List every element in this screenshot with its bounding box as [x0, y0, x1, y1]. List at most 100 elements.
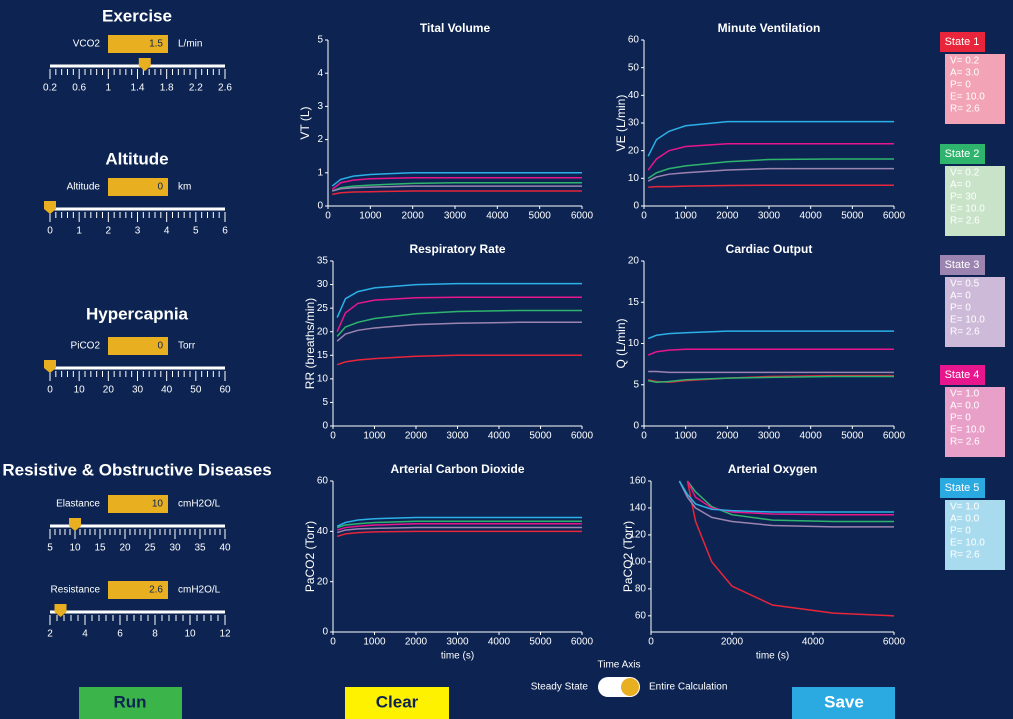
- x-tick-label: 6000: [883, 637, 906, 648]
- y-tick-label: 60: [628, 35, 640, 46]
- slider-thumb[interactable]: [69, 518, 81, 531]
- series-line: [647, 330, 894, 340]
- value-box[interactable]: [108, 35, 168, 53]
- state-line: A= 0: [950, 291, 971, 302]
- state-label: State 1: [945, 36, 980, 48]
- series-line: [336, 296, 582, 333]
- slider-thumb[interactable]: [138, 58, 151, 71]
- value-box[interactable]: [108, 495, 168, 513]
- state-label: State 3: [945, 259, 980, 271]
- x-tick-label: 2000: [405, 637, 428, 648]
- value-text: 1.5: [149, 39, 163, 50]
- series-line: [336, 523, 582, 531]
- slider-tick-label: 6: [222, 226, 228, 237]
- slider-tick-label: 35: [194, 543, 206, 554]
- series-line: [332, 190, 582, 196]
- unit-label: km: [178, 182, 191, 193]
- state-line: R= 2.6: [950, 104, 980, 115]
- state-line: P= 0: [950, 526, 971, 537]
- state-line: A= 0: [950, 180, 971, 191]
- y-tick-label: 4: [317, 68, 323, 79]
- series-line: [332, 185, 582, 192]
- x-tick-label: 1000: [359, 211, 382, 222]
- slider-tick-label: 20: [119, 543, 131, 554]
- section-title: Resistive & Obstructive Diseases: [2, 460, 271, 479]
- section-title: Hypercapnia: [86, 304, 189, 323]
- slider-label: PiCO2: [71, 341, 101, 352]
- run-button[interactable]: [79, 687, 182, 719]
- toggle-right: Entire Calculation: [649, 682, 727, 693]
- value-box[interactable]: [108, 581, 168, 599]
- state-line: E= 10.0: [950, 315, 985, 326]
- state-tab[interactable]: [940, 365, 985, 385]
- series-line: [336, 516, 582, 527]
- series-line: [648, 184, 894, 188]
- state-line: E= 10.0: [950, 425, 985, 436]
- slider-tick-label: 1.8: [160, 83, 174, 94]
- toggle-title: Time Axis: [598, 660, 641, 671]
- y-tick-label: 60: [635, 610, 647, 621]
- y-tick-label: 0: [633, 201, 639, 212]
- y-tick-label: 50: [628, 62, 640, 73]
- slider-label: Elastance: [56, 499, 100, 510]
- x-tick-label: 3000: [444, 211, 467, 222]
- slider-tick-label: 2: [106, 226, 112, 237]
- y-tick-label: 10: [628, 338, 640, 349]
- y-tick-label: 35: [317, 256, 329, 267]
- x-tick-label: 5000: [841, 431, 864, 442]
- value-box[interactable]: [108, 337, 168, 355]
- slider-tick-label: 15: [94, 543, 106, 554]
- slider-tick-label: 2.2: [189, 83, 203, 94]
- state-tab[interactable]: [940, 144, 985, 164]
- y-tick-label: 20: [628, 256, 640, 267]
- state-line: R= 2.6: [950, 550, 980, 561]
- value-box[interactable]: [108, 178, 168, 196]
- slider-tick-label: 3: [135, 226, 141, 237]
- state-tab[interactable]: [940, 478, 985, 498]
- y-tick-label: 0: [317, 201, 323, 212]
- state-tab[interactable]: [940, 32, 985, 52]
- state-line: E= 10.0: [950, 204, 985, 215]
- x-tick-label: 1000: [675, 211, 698, 222]
- unit-label: Torr: [178, 341, 196, 352]
- slider-tick-label: 8: [152, 629, 158, 640]
- y-tick-label: 20: [317, 576, 329, 587]
- toggle-knob[interactable]: [621, 678, 639, 696]
- series-line: [331, 177, 582, 190]
- unit-label: cmH2O/L: [178, 585, 221, 596]
- slider-tick-label: 25: [144, 543, 156, 554]
- x-tick-label: 2000: [402, 211, 425, 222]
- slider-tick-label: 12: [219, 629, 231, 640]
- x-tick-label: 0: [325, 211, 331, 222]
- x-tick-label: 4000: [800, 431, 823, 442]
- save-button[interactable]: [792, 687, 895, 719]
- slider-label: Altitude: [67, 182, 101, 193]
- y-tick-label: 2: [317, 134, 323, 145]
- slider-tick-label: 5: [47, 543, 53, 554]
- state-line: P= 0: [950, 80, 971, 91]
- y-tick-label: 120: [629, 530, 646, 541]
- x-tick-label: 0: [641, 211, 647, 222]
- slider-thumb[interactable]: [44, 360, 56, 373]
- state-line: R= 2.6: [950, 216, 980, 227]
- series-line: [647, 348, 894, 356]
- y-tick-label: 20: [317, 326, 329, 337]
- slider-tick-label: 40: [219, 543, 231, 554]
- x-tick-label: 3000: [758, 431, 781, 442]
- state-tab[interactable]: [940, 255, 985, 275]
- y-tick-label: 40: [628, 90, 640, 101]
- clear-button[interactable]: [345, 687, 449, 719]
- y-tick-label: 3: [317, 101, 323, 112]
- x-tick-label: 2000: [716, 431, 739, 442]
- slider-thumb[interactable]: [44, 201, 56, 214]
- y-tick-label: 10: [628, 173, 640, 184]
- y-tick-label: 100: [629, 557, 646, 568]
- value-text: 10: [152, 499, 164, 510]
- slider-thumb[interactable]: [54, 604, 67, 617]
- x-tick-label: 5000: [529, 431, 552, 442]
- toggle-left: Steady State: [531, 682, 589, 693]
- value-text: 0: [157, 341, 163, 352]
- series-line: [647, 158, 894, 179]
